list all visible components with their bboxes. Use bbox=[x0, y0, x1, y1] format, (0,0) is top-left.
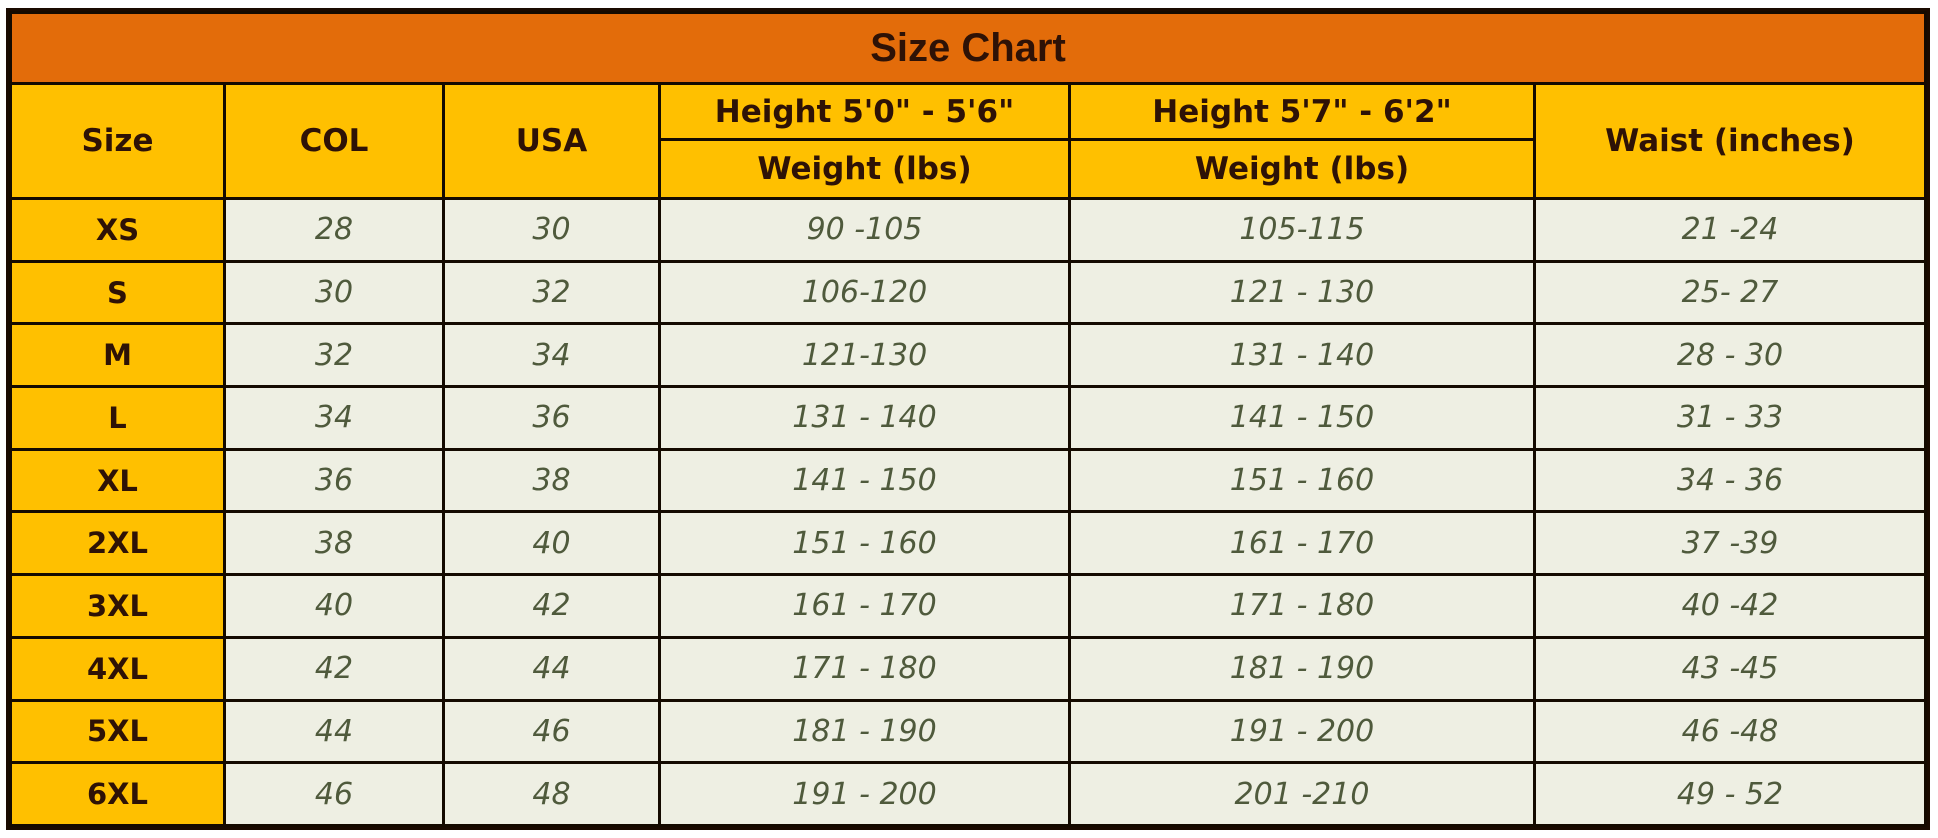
size-table: Size Chart Size COL USA Height 5'0" - 5'… bbox=[9, 11, 1927, 827]
cell-waist: 37 -39 bbox=[1533, 510, 1927, 577]
cell-usa: 40 bbox=[442, 510, 661, 577]
cell-size: XS bbox=[9, 197, 226, 263]
cell-weight-short: 106-120 bbox=[658, 259, 1071, 326]
cell-weight-short: 161 - 170 bbox=[658, 573, 1071, 639]
cell-size: 6XL bbox=[9, 761, 226, 827]
cell-weight-tall: 105-115 bbox=[1068, 197, 1536, 263]
table-row: M 32 34 121-130 131 - 140 28 - 30 bbox=[9, 322, 1927, 389]
cell-col: 34 bbox=[223, 385, 445, 451]
cell-col: 44 bbox=[223, 698, 445, 765]
table-row: XL 36 38 141 - 150 151 - 160 34 - 36 bbox=[9, 447, 1927, 514]
cell-weight-short: 141 - 150 bbox=[658, 447, 1071, 514]
table-row: XS 28 30 90 -105 105-115 21 -24 bbox=[9, 197, 1927, 263]
cell-weight-short: 90 -105 bbox=[658, 197, 1071, 263]
cell-waist: 28 - 30 bbox=[1533, 322, 1927, 389]
cell-weight-tall: 121 - 130 bbox=[1068, 259, 1536, 326]
header-col: COL bbox=[223, 82, 445, 200]
header-usa: USA bbox=[442, 82, 661, 200]
cell-col: 36 bbox=[223, 447, 445, 514]
cell-size: M bbox=[9, 322, 226, 389]
cell-usa: 36 bbox=[442, 385, 661, 451]
cell-usa: 44 bbox=[442, 635, 661, 702]
cell-usa: 42 bbox=[442, 573, 661, 639]
table-row: 5XL 44 46 181 - 190 191 - 200 46 -48 bbox=[9, 698, 1927, 765]
cell-weight-short: 171 - 180 bbox=[658, 635, 1071, 702]
table-row: S 30 32 106-120 121 - 130 25- 27 bbox=[9, 259, 1927, 326]
cell-weight-short: 191 - 200 bbox=[658, 761, 1071, 827]
cell-weight-tall: 141 - 150 bbox=[1068, 385, 1536, 451]
cell-size: 4XL bbox=[9, 635, 226, 702]
cell-usa: 46 bbox=[442, 698, 661, 765]
cell-waist: 46 -48 bbox=[1533, 698, 1927, 765]
cell-weight-tall: 191 - 200 bbox=[1068, 698, 1536, 765]
cell-col: 42 bbox=[223, 635, 445, 702]
cell-col: 28 bbox=[223, 197, 445, 263]
cell-weight-short: 131 - 140 bbox=[658, 385, 1071, 451]
cell-usa: 34 bbox=[442, 322, 661, 389]
cell-usa: 32 bbox=[442, 259, 661, 326]
table-title: Size Chart bbox=[9, 11, 1927, 85]
size-chart: Size Chart Size COL USA Height 5'0" - 5'… bbox=[6, 8, 1930, 830]
cell-col: 46 bbox=[223, 761, 445, 827]
cell-waist: 21 -24 bbox=[1533, 197, 1927, 263]
cell-size: XL bbox=[9, 447, 226, 514]
table-row: 2XL 38 40 151 - 160 161 - 170 37 -39 bbox=[9, 510, 1927, 577]
cell-waist: 25- 27 bbox=[1533, 259, 1927, 326]
cell-usa: 38 bbox=[442, 447, 661, 514]
header-waist: Waist (inches) bbox=[1533, 82, 1927, 200]
cell-waist: 31 - 33 bbox=[1533, 385, 1927, 451]
cell-weight-tall: 131 - 140 bbox=[1068, 322, 1536, 389]
cell-waist: 43 -45 bbox=[1533, 635, 1927, 702]
cell-weight-tall: 161 - 170 bbox=[1068, 510, 1536, 577]
cell-weight-tall: 201 -210 bbox=[1068, 761, 1536, 827]
header-size: Size bbox=[9, 82, 226, 200]
cell-size: 5XL bbox=[9, 698, 226, 765]
cell-weight-tall: 151 - 160 bbox=[1068, 447, 1536, 514]
table-row: 6XL 46 48 191 - 200 201 -210 49 - 52 bbox=[9, 761, 1927, 827]
header-weight-short: Weight (lbs) bbox=[658, 138, 1071, 200]
table-row: L 34 36 131 - 140 141 - 150 31 - 33 bbox=[9, 385, 1927, 451]
header-height-short: Height 5'0" - 5'6" bbox=[658, 82, 1071, 141]
header-height-tall: Height 5'7" - 6'2" bbox=[1068, 82, 1536, 141]
header-weight-tall: Weight (lbs) bbox=[1068, 138, 1536, 200]
cell-usa: 48 bbox=[442, 761, 661, 827]
cell-weight-short: 151 - 160 bbox=[658, 510, 1071, 577]
cell-usa: 30 bbox=[442, 197, 661, 263]
cell-waist: 34 - 36 bbox=[1533, 447, 1927, 514]
cell-col: 32 bbox=[223, 322, 445, 389]
cell-col: 30 bbox=[223, 259, 445, 326]
cell-col: 38 bbox=[223, 510, 445, 577]
cell-weight-tall: 181 - 190 bbox=[1068, 635, 1536, 702]
cell-weight-short: 181 - 190 bbox=[658, 698, 1071, 765]
cell-weight-tall: 171 - 180 bbox=[1068, 573, 1536, 639]
cell-col: 40 bbox=[223, 573, 445, 639]
cell-size: S bbox=[9, 259, 226, 326]
cell-weight-short: 121-130 bbox=[658, 322, 1071, 389]
cell-size: 3XL bbox=[9, 573, 226, 639]
cell-waist: 40 -42 bbox=[1533, 573, 1927, 639]
table-row: 3XL 40 42 161 - 170 171 - 180 40 -42 bbox=[9, 573, 1927, 639]
cell-size: 2XL bbox=[9, 510, 226, 577]
table-row: 4XL 42 44 171 - 180 181 - 190 43 -45 bbox=[9, 635, 1927, 702]
cell-waist: 49 - 52 bbox=[1533, 761, 1927, 827]
cell-size: L bbox=[9, 385, 226, 451]
table-body: XS 28 30 90 -105 105-115 21 -24 S 30 32 106-120 12… bbox=[9, 197, 1927, 827]
